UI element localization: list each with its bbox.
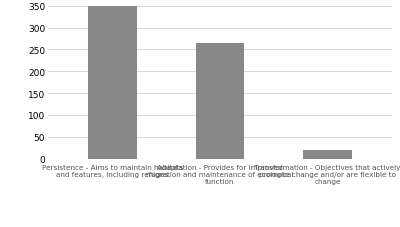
Bar [196, 44, 244, 159]
Bar [88, 7, 137, 159]
Bar [303, 150, 352, 159]
